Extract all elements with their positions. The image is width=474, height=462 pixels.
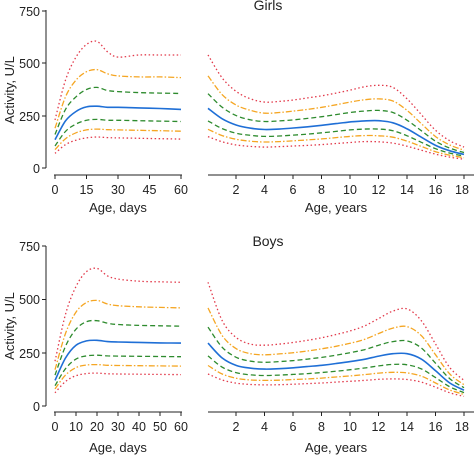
x-tick-label-boys-days-50: 50 — [153, 420, 167, 434]
series-line-girls-years-7 — [207, 135, 465, 160]
series-line-girls-days-1 — [54, 40, 181, 121]
series-line-girls-years-5 — [207, 120, 465, 157]
y-tick-label-boys-250: 250 — [19, 347, 40, 361]
series-line-boys-years-7 — [207, 373, 465, 398]
x-tick-label-boys-days-60: 60 — [174, 420, 188, 434]
x-tick-label-girls-years-12: 12 — [372, 183, 386, 197]
series-line-boys-years-3 — [207, 326, 465, 389]
series-line-boys-days-1 — [54, 267, 182, 362]
series-lines-girls-years — [207, 54, 465, 160]
y-tick-label-girls-250: 250 — [19, 110, 40, 124]
panel-girls-days: 0 15 30 45 60 Age, days — [52, 40, 188, 215]
x-axis-label-boys-years: Age, years — [305, 440, 368, 455]
x-tick-label-girls-years-10: 10 — [343, 183, 357, 197]
series-line-girls-days-7 — [54, 136, 182, 154]
y-tick-label-boys-500: 500 — [19, 293, 40, 307]
x-tick-label-girls-years-2: 2 — [233, 183, 240, 197]
y-tick-label-boys-0: 0 — [33, 400, 40, 414]
x-tick-label-boys-years-4: 4 — [261, 420, 268, 434]
chart-title-girls: Girls — [254, 0, 283, 13]
series-lines-boys-days — [54, 267, 182, 394]
series-line-boys-days-6 — [54, 363, 182, 390]
x-tick-label-girls-days-60: 60 — [174, 183, 188, 197]
x-tick-label-girls-years-18: 18 — [455, 183, 469, 197]
x-tick-label-boys-years-6: 6 — [290, 420, 297, 434]
x-tick-label-girls-years-4: 4 — [261, 183, 268, 197]
series-line-girls-years-1 — [207, 54, 465, 148]
x-tick-label-girls-years-16: 16 — [429, 183, 443, 197]
panel-boys-days: 0 10 20 30 40 50 60 Age, days — [52, 267, 188, 455]
series-line-girls-years-6 — [207, 128, 465, 159]
x-tick-label-boys-days-40: 40 — [132, 420, 146, 434]
x-tick-label-girls-years-14: 14 — [400, 183, 414, 197]
y-tick-label-girls-750: 750 — [19, 5, 40, 19]
chart-title-boys: Boys — [252, 233, 283, 249]
x-tick-label-boys-years-12: 12 — [372, 420, 386, 434]
x-tick-label-boys-years-16: 16 — [429, 420, 443, 434]
series-line-boys-years-2 — [207, 307, 465, 386]
y-tick-label-girls-0: 0 — [33, 162, 40, 176]
x-tick-label-boys-days-20: 20 — [90, 420, 104, 434]
series-line-boys-days-7 — [54, 372, 182, 394]
y-tick-label-boys-750: 750 — [19, 240, 40, 254]
series-lines-boys-years — [207, 282, 465, 398]
series-line-girls-days-6 — [54, 128, 182, 151]
x-tick-label-boys-years-10: 10 — [343, 420, 357, 434]
series-line-boys-years-1 — [207, 282, 465, 381]
x-axis-label-boys-days: Age, days — [89, 440, 147, 455]
chart-girls: Girls Activity, U/L 750 500 250 0 0 15 3… — [2, 0, 474, 215]
series-line-girls-years-2 — [207, 75, 465, 151]
series-line-boys-years-4 — [207, 342, 465, 391]
x-tick-label-boys-years-8: 8 — [318, 420, 325, 434]
x-tick-label-girls-years-8: 8 — [318, 183, 325, 197]
series-line-boys-days-3 — [54, 319, 182, 376]
series-line-girls-days-3 — [54, 86, 182, 135]
panel-girls-years: 2 4 6 8 10 12 14 16 18 Age, years — [207, 54, 474, 215]
series-lines-girls-days — [54, 40, 182, 154]
series-line-girls-days-4 — [54, 105, 182, 141]
series-line-boys-years-5 — [207, 355, 465, 394]
series-line-boys-years-6 — [207, 364, 465, 396]
series-line-girls-days-2 — [54, 68, 182, 129]
series-line-boys-days-4 — [54, 339, 182, 381]
x-tick-label-girls-years-6: 6 — [290, 183, 297, 197]
x-tick-label-boys-years-14: 14 — [400, 420, 414, 434]
x-tick-label-girls-days-0: 0 — [52, 183, 59, 197]
x-tick-label-boys-days-0: 0 — [52, 420, 59, 434]
chart-boys: Boys Activity, U/L 750 500 250 0 0 10 20… — [2, 233, 474, 455]
series-line-boys-days-2 — [54, 299, 182, 370]
x-tick-label-boys-years-18: 18 — [455, 420, 469, 434]
series-line-girls-years-4 — [207, 107, 465, 156]
series-line-girls-years-3 — [207, 93, 465, 154]
x-tick-label-boys-days-10: 10 — [69, 420, 83, 434]
x-tick-label-boys-years-2: 2 — [233, 420, 240, 434]
x-tick-label-girls-days-15: 15 — [80, 183, 94, 197]
x-tick-label-girls-days-45: 45 — [143, 183, 157, 197]
x-tick-label-girls-days-30: 30 — [111, 183, 125, 197]
y-axis-label-girls: Activity, U/L — [2, 56, 17, 124]
series-line-boys-days-5 — [54, 354, 182, 387]
x-tick-label-boys-days-30: 30 — [111, 420, 125, 434]
y-tick-label-girls-500: 500 — [19, 57, 40, 71]
x-axis-label-girls-years: Age, years — [305, 200, 368, 215]
x-axis-label-girls-days: Age, days — [89, 200, 147, 215]
y-axis-label-boys: Activity, U/L — [2, 292, 17, 360]
series-line-girls-days-5 — [54, 118, 182, 147]
panel-boys-years: 2 4 6 8 10 12 14 16 18 Age, years — [207, 282, 474, 455]
